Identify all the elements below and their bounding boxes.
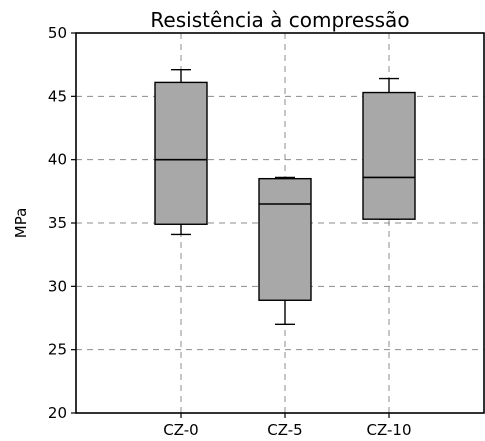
y-tick-label: 50	[48, 24, 67, 42]
x-tick-label: CZ-5	[267, 421, 302, 439]
y-tick-label: 40	[48, 151, 67, 169]
boxes-group	[154, 69, 416, 326]
box-iqr	[258, 177, 312, 301]
chart-title: Resistência à compressão	[150, 8, 409, 32]
y-axis-ticks: 20 25 30 35 40 45 50	[48, 24, 76, 422]
plot-frame	[75, 32, 485, 414]
x-tick-label: CZ-10	[367, 421, 412, 439]
x-tick-label: CZ-0	[163, 421, 198, 439]
y-tick-label: 45	[48, 87, 67, 105]
box-cz-0	[154, 69, 208, 236]
box-iqr	[154, 81, 208, 225]
y-tick-label: 20	[48, 404, 67, 422]
y-axis-label: MPa	[12, 208, 30, 239]
y-tick-label: 35	[48, 214, 67, 232]
x-axis-ticks: CZ-0 CZ-5 CZ-10	[163, 413, 412, 439]
box-cz-5	[258, 176, 312, 326]
box-cz-10	[362, 77, 416, 220]
y-tick-label: 30	[48, 277, 67, 295]
box-iqr	[362, 91, 416, 220]
y-tick-label: 25	[48, 341, 67, 359]
